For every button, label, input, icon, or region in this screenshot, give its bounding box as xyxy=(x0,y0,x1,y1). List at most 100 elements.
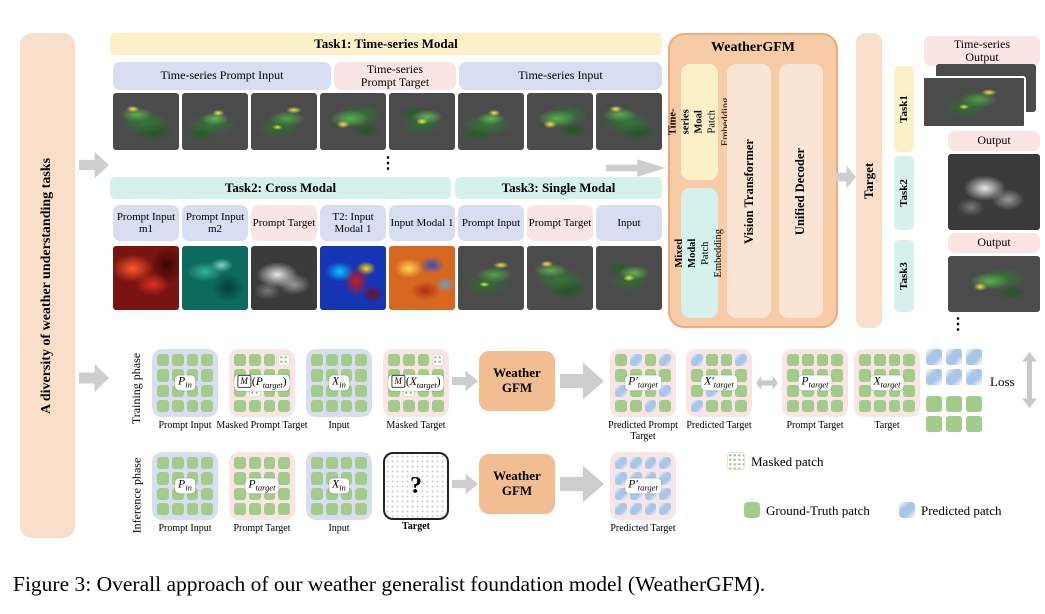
math-chip: M (Xtarget) xyxy=(388,374,444,392)
patch xyxy=(615,457,627,470)
math-chip: Ptarget xyxy=(245,478,279,494)
patch xyxy=(263,502,276,515)
chip-subscript: in xyxy=(185,482,192,493)
time-series-patch-embedding-block: Time-series Moal Patch Embedding xyxy=(668,64,731,180)
group-train-input: Xin Input xyxy=(306,349,372,431)
chip-subscript: in xyxy=(185,379,192,390)
patch xyxy=(659,369,671,382)
patch xyxy=(615,502,627,515)
group-predicted-prompt-target: P′target Predicted Prompt Target xyxy=(608,349,678,442)
group-infer-prompt-input: Pin Prompt Input xyxy=(152,452,218,534)
patch xyxy=(278,399,290,412)
chip-subscript: target xyxy=(713,379,734,390)
patch xyxy=(659,487,671,500)
mask-operator: M xyxy=(391,374,405,388)
patch xyxy=(659,399,671,412)
patch xyxy=(615,472,627,485)
weather-image xyxy=(320,246,386,310)
chip-subscript: in xyxy=(339,482,346,493)
training-phase-label: Training phase xyxy=(129,352,144,424)
patch xyxy=(888,399,901,412)
train-input-arrow xyxy=(452,370,478,392)
patch xyxy=(888,354,901,367)
patch xyxy=(263,487,276,500)
patch-grid xyxy=(615,354,671,412)
chip-subscript: target xyxy=(416,380,437,391)
embed2-rest: Patch Embedding xyxy=(700,228,725,278)
patch xyxy=(644,487,657,500)
patch xyxy=(340,487,353,500)
patch xyxy=(735,384,747,397)
patch xyxy=(735,399,747,412)
patch xyxy=(171,502,184,515)
patch xyxy=(705,399,718,412)
patch xyxy=(157,369,169,382)
patch xyxy=(157,502,169,515)
patch xyxy=(201,472,213,485)
patch xyxy=(340,354,353,367)
weather-image xyxy=(113,246,179,310)
patch xyxy=(629,457,642,470)
patch xyxy=(903,384,915,397)
patch xyxy=(629,502,642,515)
patch xyxy=(311,369,323,382)
patch xyxy=(340,384,353,397)
patch xyxy=(340,502,353,515)
time-series-patch-embedding-label: Time-series Moal Patch Embedding xyxy=(667,98,733,146)
inference-phase-label: Inference phase xyxy=(129,457,144,533)
patch xyxy=(659,384,671,397)
patch xyxy=(355,369,367,382)
patch xyxy=(417,354,430,367)
patch xyxy=(615,384,627,397)
chip-subscript: in xyxy=(339,379,346,390)
group-predicted-target: X′target Predicted Target xyxy=(686,349,752,431)
patch xyxy=(691,399,703,412)
math-chip: M (Ptarget) xyxy=(234,374,290,392)
patch xyxy=(816,399,829,412)
paren: ( xyxy=(405,375,410,388)
patch xyxy=(201,399,213,412)
patch xyxy=(325,354,338,367)
chip-symbol: X′ xyxy=(704,375,714,388)
task-diversity-bar: A diversity of weather understanding tas… xyxy=(20,33,75,538)
task3-label-1: Prompt Target xyxy=(527,205,593,241)
patch xyxy=(735,369,747,382)
patch xyxy=(248,354,261,367)
patch xyxy=(859,384,871,397)
task2-label-0: Prompt Input m1 xyxy=(113,205,179,241)
patch xyxy=(720,399,733,412)
math-chip: P′target xyxy=(625,478,661,494)
patch xyxy=(201,487,213,500)
chip-symbol: X xyxy=(332,375,340,388)
patch xyxy=(157,384,169,397)
unified-decoder-block: Unified Decoder xyxy=(779,64,823,318)
group-train-masked-prompt-target: M (Ptarget) Masked Prompt Target xyxy=(216,349,308,431)
patch xyxy=(615,369,627,382)
patch xyxy=(946,349,962,365)
chip-symbol: P xyxy=(178,375,186,388)
patch xyxy=(629,384,642,397)
patch xyxy=(946,369,962,385)
ellipsis-vertical: ⋮ xyxy=(950,316,966,333)
group-target: Xtarget Target xyxy=(854,349,920,431)
patch xyxy=(859,354,871,367)
patch xyxy=(186,457,199,470)
chip-subscript: target xyxy=(637,482,658,493)
loss-arrow xyxy=(1022,352,1037,408)
group-train-prompt-input: Pin Prompt Input xyxy=(152,349,218,431)
patch xyxy=(234,399,246,412)
patch xyxy=(417,399,430,412)
vision-transformer-block: Vision Transformer xyxy=(727,64,771,318)
patch xyxy=(234,472,246,485)
group-infer-prompt-target: Ptarget Prompt Target xyxy=(229,452,295,534)
unified-decoder-label: Unified Decoder xyxy=(793,147,808,235)
patch xyxy=(659,502,671,515)
patch xyxy=(859,399,871,412)
chip-symbol: P′ xyxy=(628,478,638,491)
task3-label-2: Input xyxy=(596,205,662,241)
patch xyxy=(873,354,886,367)
patch xyxy=(831,354,843,367)
task1-output-image-front xyxy=(922,76,1026,128)
patch xyxy=(325,487,338,500)
group-infer-unknown-target: ? Target xyxy=(383,452,449,532)
